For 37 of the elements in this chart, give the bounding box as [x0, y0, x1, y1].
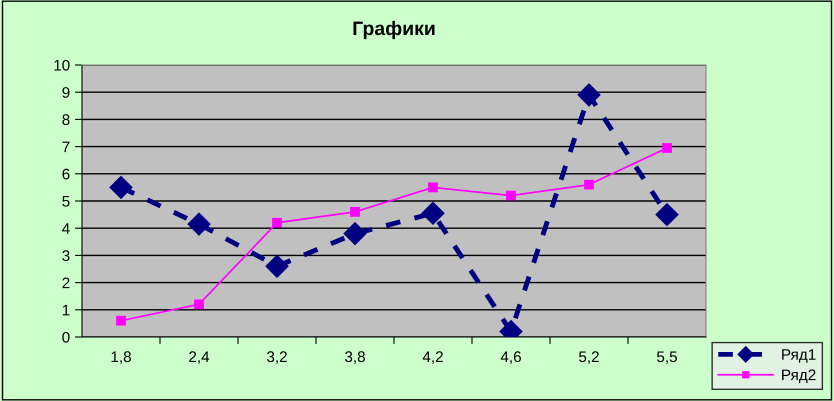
point	[266, 254, 288, 278]
point	[188, 212, 210, 236]
x-tick-label: 5,5	[656, 351, 677, 364]
x-tick-label: 4,2	[422, 351, 443, 364]
point	[194, 300, 204, 310]
y-tick-label: 9	[62, 87, 70, 98]
y-tick-label: 2	[62, 277, 70, 288]
point	[422, 202, 444, 225]
point	[578, 83, 600, 106]
point	[116, 316, 126, 326]
point	[656, 203, 678, 226]
point	[506, 190, 516, 200]
x-tick-label: 1,8	[112, 351, 131, 364]
y-tick-label: 1	[62, 304, 70, 316]
y-tick-label: 5	[62, 196, 70, 207]
y-tick-label: 7	[62, 142, 70, 152]
point	[662, 143, 672, 153]
y-tick-label: 0	[62, 332, 70, 343]
point	[428, 182, 438, 192]
x-tick-label: 2,4	[189, 351, 210, 364]
y-tick-label: 3	[62, 250, 70, 262]
y-tick-label: 10	[54, 60, 70, 71]
point	[272, 218, 282, 228]
point	[344, 222, 366, 246]
y-tick-label: 8	[62, 114, 70, 126]
x-tick-label: 5,2	[578, 351, 599, 364]
y-tick-label: 6	[62, 168, 70, 180]
y-tick-label: 4	[62, 223, 70, 234]
x-tick-label: 3,2	[266, 351, 287, 364]
point	[584, 180, 594, 190]
x-tick-label: 4,6	[500, 351, 521, 364]
point	[350, 207, 360, 217]
legend-label: Ряд2	[782, 369, 816, 384]
x-tick-label: 3,8	[344, 351, 365, 364]
legend-label: Ряд1	[782, 349, 816, 363]
chart-title: Графики	[353, 20, 434, 40]
point	[110, 176, 132, 199]
